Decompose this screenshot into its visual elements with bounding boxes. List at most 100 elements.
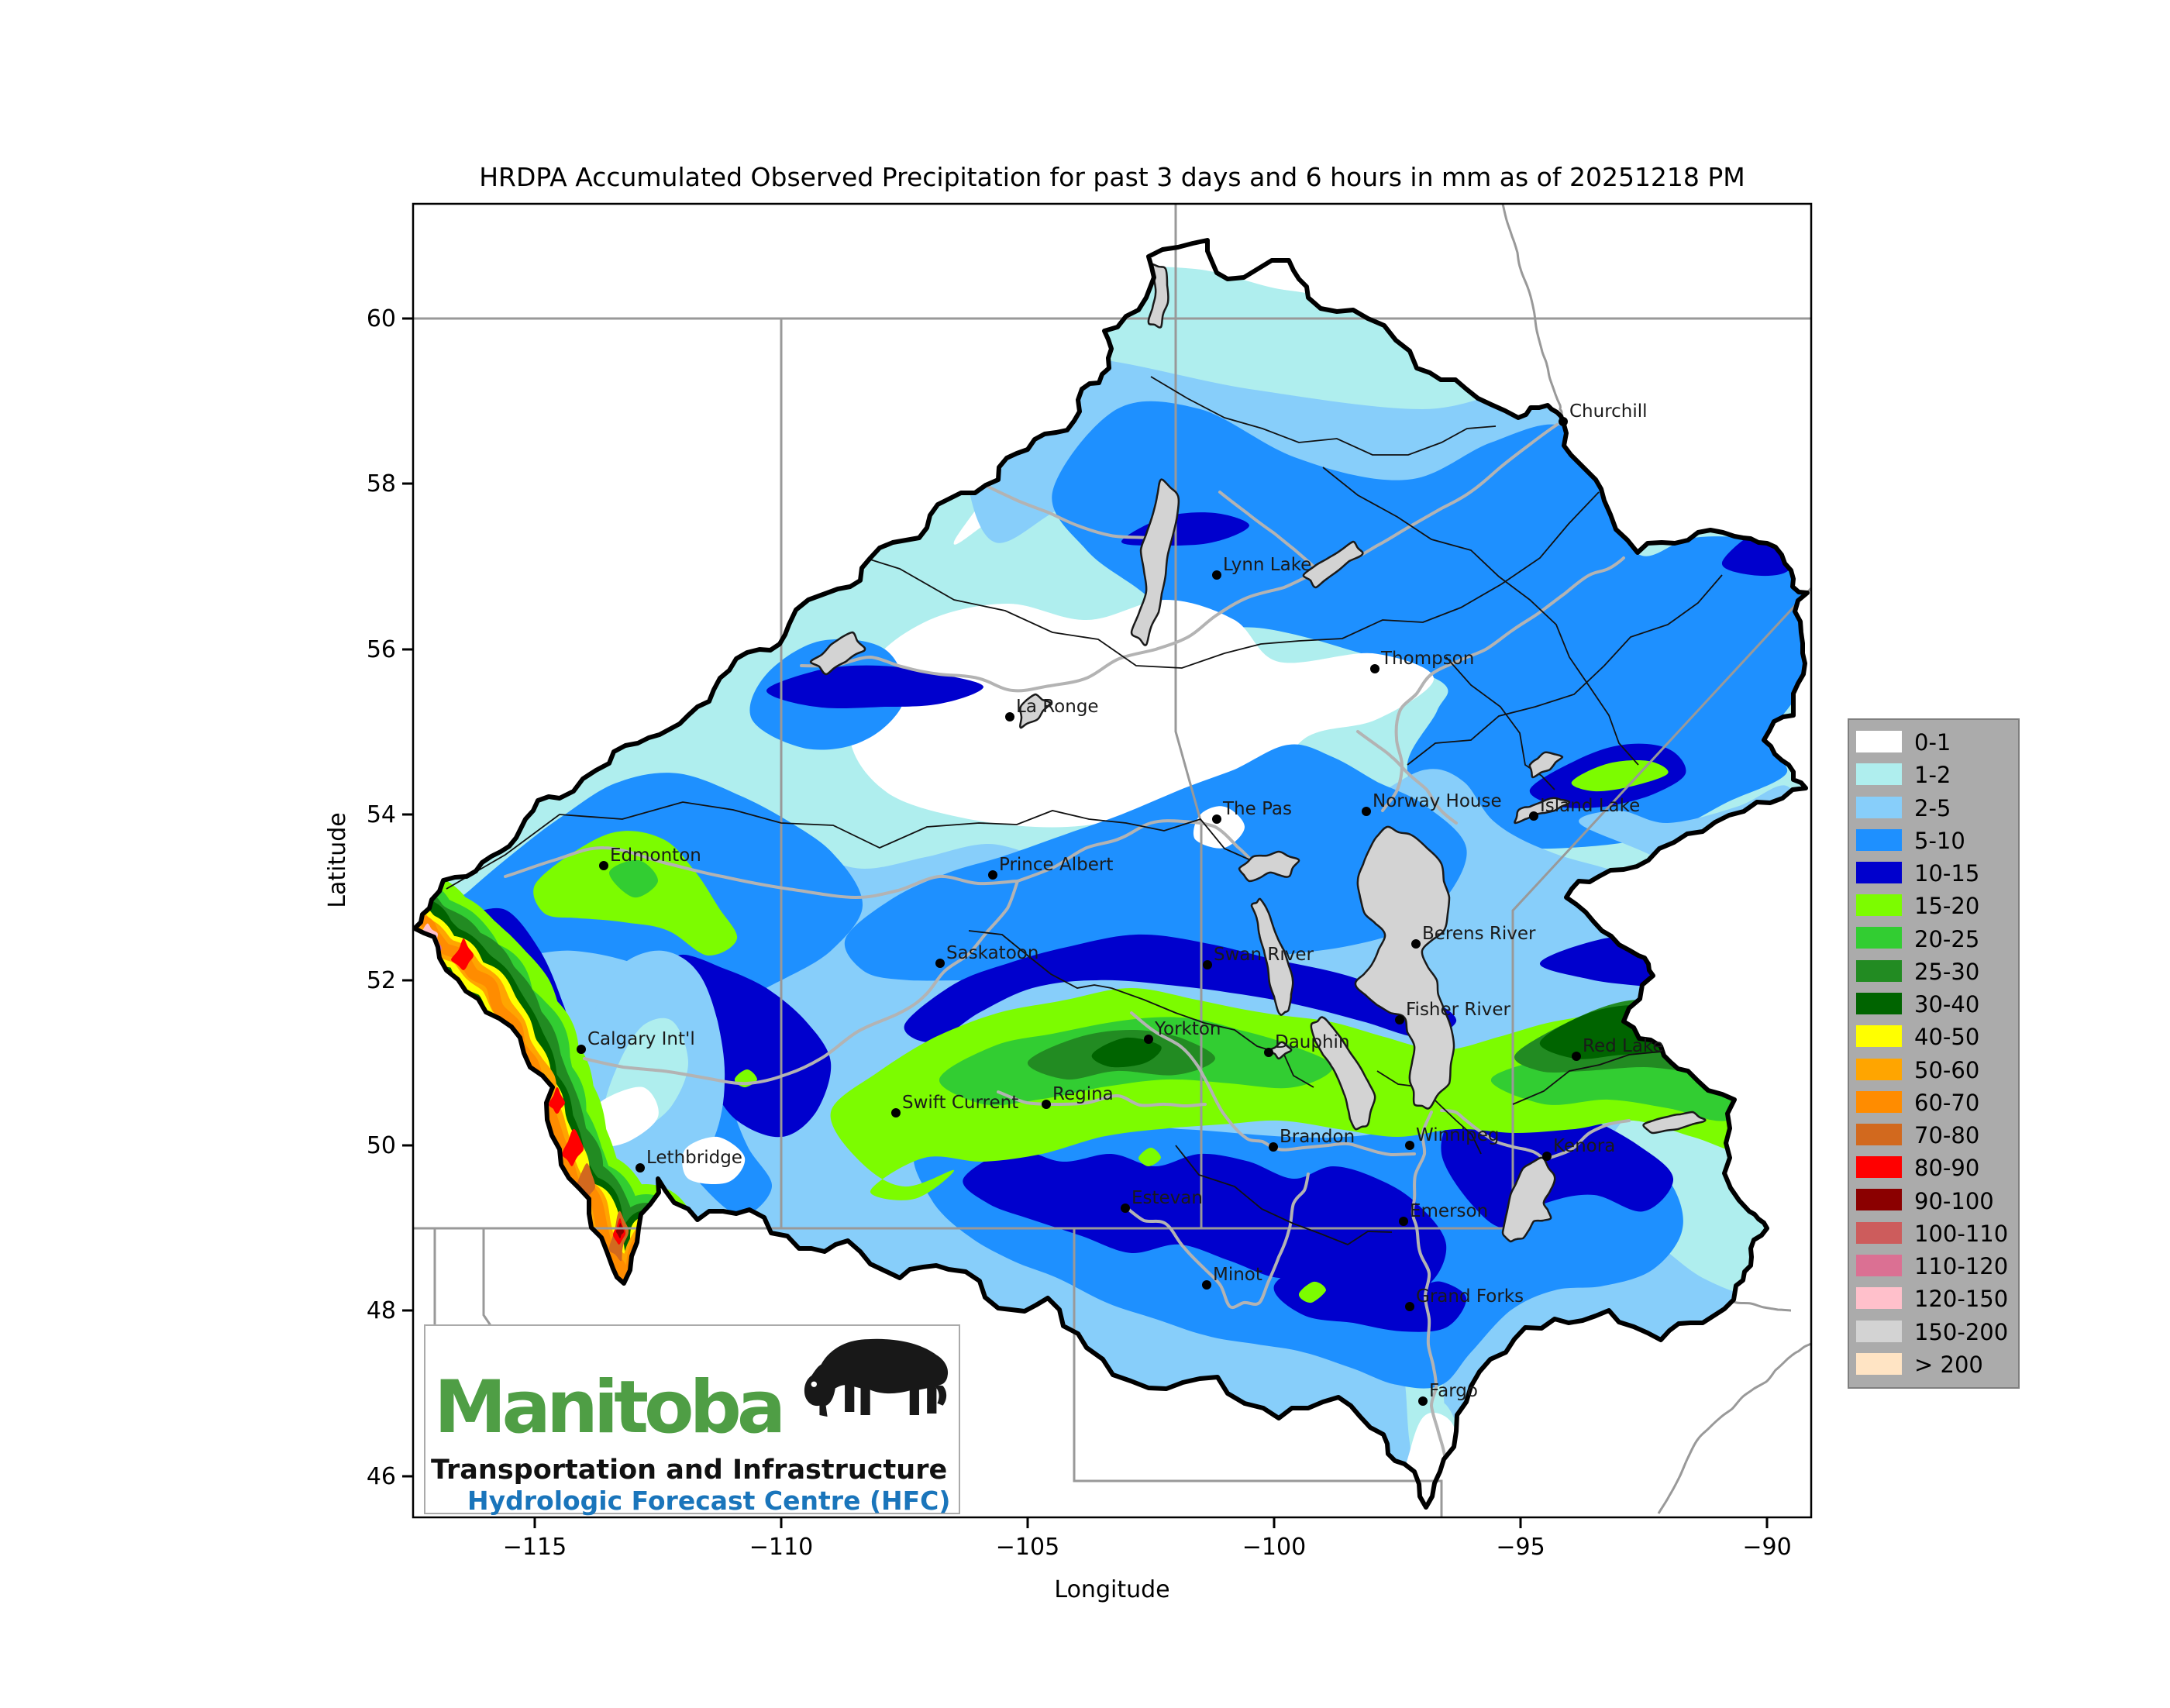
heavy-spot-red [549,1087,565,1114]
dauphin-lake [1268,1041,1293,1060]
legend-swatch [1856,797,1902,818]
legend-swatch [1856,1287,1902,1309]
legend-swatch [1856,960,1902,982]
band-white-central [849,600,1435,828]
city-dot [1144,1035,1153,1044]
lakes [809,263,1707,1243]
city-label: The Pas [1222,799,1292,819]
legend-swatch [1856,1156,1902,1178]
x-axis-label: Longitude [1054,1576,1169,1603]
city-dot [1203,960,1212,969]
island-lake [1514,797,1571,825]
lake-superior-shore [1657,1342,1810,1514]
legend-label: 1-2 [1914,762,1951,788]
lac-la-ronge [1019,693,1052,729]
city-label: Saskatoon [946,943,1038,963]
city-label: Winnipeg [1416,1125,1500,1145]
logo-department: Transportation and Infrastructure [431,1455,947,1486]
city-dot [1572,1052,1581,1061]
legend-label: 90-100 [1914,1188,1994,1214]
x-tick-label: −110 [749,1534,813,1561]
legend-label: > 200 [1914,1352,1983,1378]
city-dot [599,861,608,870]
cedar-lake [1238,850,1300,883]
legend-label: 2-5 [1914,795,1951,821]
y-tick-label: 50 [367,1132,396,1159]
legend-swatch [1856,1222,1902,1244]
lake-manitoba [1310,1016,1376,1131]
sub-basin-boundaries [446,376,1792,1246]
lake-of-the-woods [1501,1156,1556,1243]
city-dot [1370,664,1380,673]
legend-swatch [1856,1025,1902,1047]
city-label: Lynn Lake [1223,555,1311,575]
city-label: Island Lake [1540,796,1640,816]
legend-label: 10-15 [1914,860,1979,887]
city-label: Brandon [1280,1127,1355,1147]
legend-label: 80-90 [1914,1155,1979,1181]
city-dot [988,870,997,880]
y-axis-label: Latitude [324,812,351,907]
legend-label: 60-70 [1914,1090,1979,1116]
y-tick-label: 46 [367,1463,396,1490]
city-label: La Ronge [1016,697,1099,717]
lake-winnipegosis [1250,897,1294,1016]
city-dot [1362,807,1371,816]
hudson-bay-coast [1501,205,1565,420]
city-label: Regina [1052,1084,1114,1104]
legend-swatch [1856,763,1902,785]
legend-label: 15-20 [1914,893,1979,919]
band-lawn-dot-estevan [1138,1148,1161,1166]
band-lime-edmonton [608,859,659,898]
city-label: Thompson [1380,649,1474,669]
legend-label: 30-40 [1914,991,1979,1018]
legend-swatch [1856,894,1902,916]
x-tick-label: −90 [1742,1534,1791,1561]
city-dot [1418,1396,1428,1406]
legend-swatch [1856,1091,1902,1113]
heavy-spot-dred [616,1223,624,1238]
legend-swatch [1856,1353,1902,1375]
band-white-thepas [1193,806,1245,849]
band-mb-belt-north [904,934,1457,1043]
x-tick-label: −95 [1496,1534,1545,1561]
title: HRDPA Accumulated Observed Precipitation… [479,162,1745,192]
city-dot [1411,939,1421,949]
y-tick-label: 52 [367,967,396,994]
city-label: Swift Current [902,1093,1018,1113]
city-dot [1212,814,1221,824]
legend-swatch [1856,1059,1902,1080]
legend-swatch [1856,1124,1902,1145]
legend-label: 25-30 [1914,959,1979,985]
x-tick-label: −100 [1242,1534,1306,1561]
legend-label: 40-50 [1914,1024,1979,1050]
band-mb-streak3 [766,665,984,709]
legend: 0-1 1-2 2-5 5-10 10-15 15-20 20-25 25-30… [1848,718,2020,1389]
band-mb-grandforks [1273,1256,1467,1332]
y-tick-label: 58 [367,470,396,498]
city-label: Estevan [1132,1188,1203,1208]
churchill-lakes [809,631,866,676]
plot-frame [412,202,1813,1519]
city-dot [1405,1141,1414,1150]
legend-label: 120-150 [1914,1286,2008,1312]
city-label: Fargo [1429,1381,1478,1401]
city-dot [1121,1204,1130,1213]
city-label: Fisher River [1406,1000,1511,1020]
city-label: Red Lake [1583,1036,1664,1056]
city-dot [1405,1302,1414,1311]
legend-label: 100-110 [1914,1221,2008,1247]
lac-seul [1642,1111,1707,1135]
band-lawn-dot-gf [1298,1281,1326,1303]
y-tick-label: 60 [367,305,396,332]
city-dot [1202,1280,1211,1290]
legend-label: 110-120 [1914,1253,2008,1279]
city-label: Grand Forks [1416,1286,1524,1307]
city-label: Prince Albert [999,855,1113,875]
legend-swatch [1856,993,1902,1014]
legend-swatch [1856,1321,1902,1342]
city-label: Yorkton [1154,1019,1221,1039]
legend-label: 150-200 [1914,1319,2008,1345]
band-dgreen-yorkton [1091,1037,1162,1068]
